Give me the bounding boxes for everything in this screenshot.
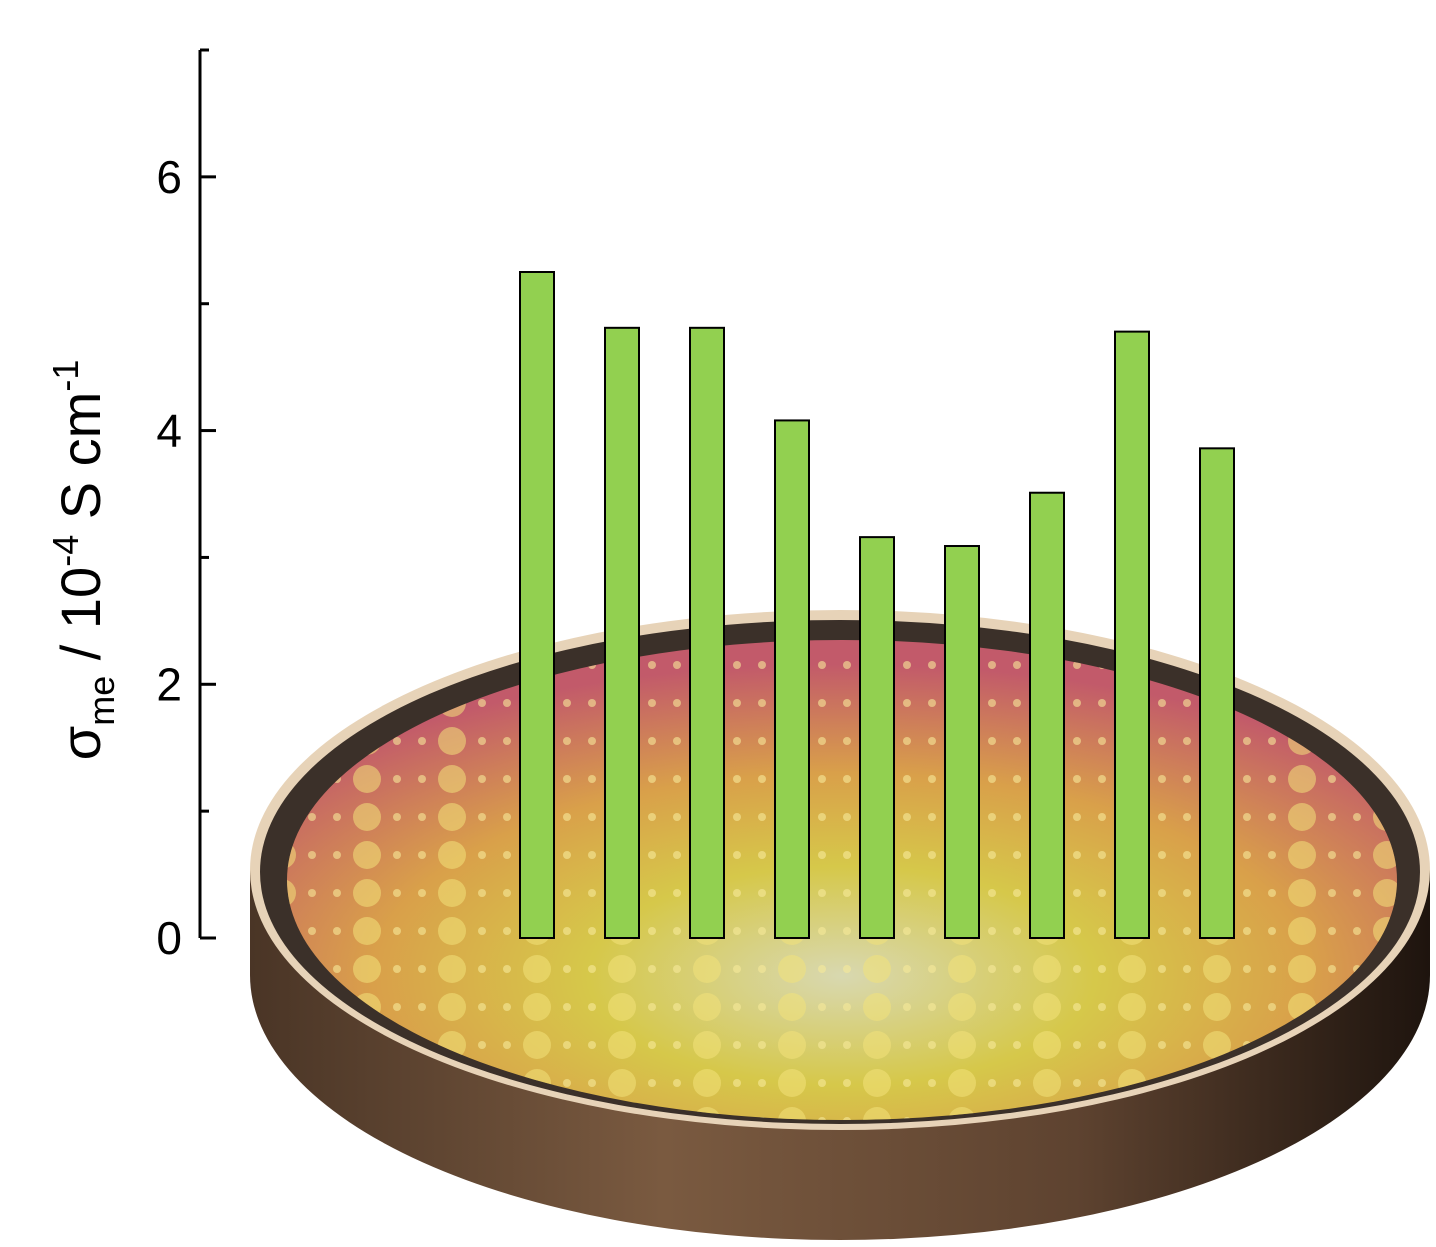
bar xyxy=(690,328,724,938)
y-title-prefix: / 10 xyxy=(49,567,112,676)
y-title-exponent: -4 xyxy=(45,535,86,567)
y-title-subscript: me xyxy=(81,676,122,726)
y-title-symbol: σ xyxy=(49,726,112,761)
bar xyxy=(605,328,639,938)
bar xyxy=(1030,493,1064,938)
y-tick-label: 6 xyxy=(156,151,182,203)
bar xyxy=(860,537,894,938)
y-title-unit: S cm xyxy=(49,392,112,535)
page: {"chart_data": { "type": "bar", "ylabel"… xyxy=(0,0,1436,1242)
bar xyxy=(520,272,554,938)
y-axis-title: σme / 10-4 S cm-1 xyxy=(45,360,122,761)
dish-illustration xyxy=(250,610,1430,1240)
bar xyxy=(775,420,809,938)
bar xyxy=(1115,332,1149,938)
y-tick-label: 2 xyxy=(156,658,182,710)
y-tick-label: 4 xyxy=(156,405,182,457)
bar xyxy=(1200,448,1234,938)
y-tick-label: 0 xyxy=(156,912,182,964)
bar xyxy=(945,546,979,938)
chart: σme / 10-4 S cm-1 0 2 4 6 xyxy=(0,0,1436,1242)
y-title-unit-exponent: -1 xyxy=(45,360,86,392)
